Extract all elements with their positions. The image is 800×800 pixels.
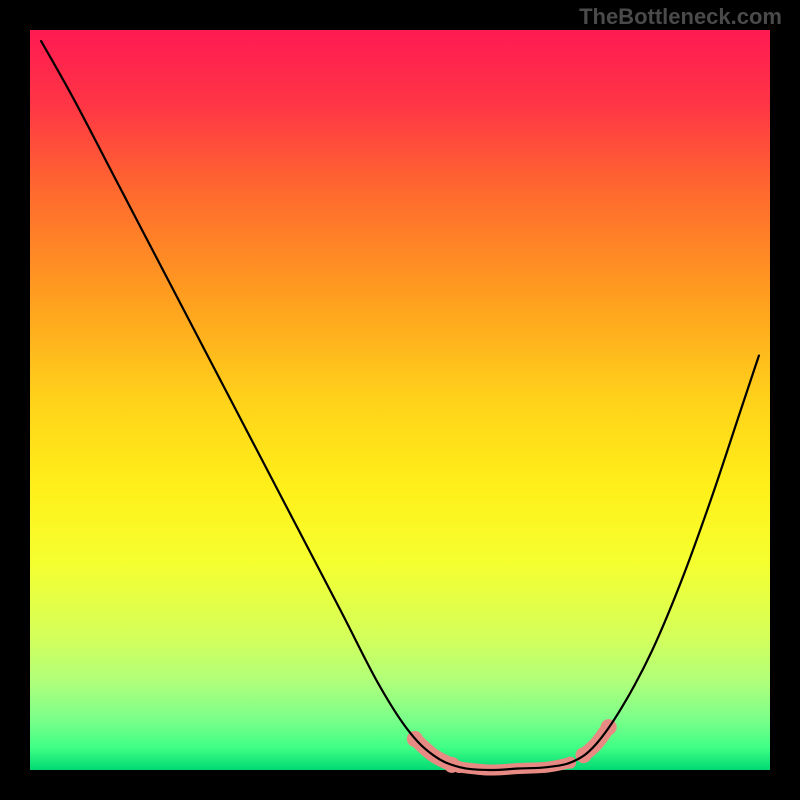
plot-background — [30, 30, 770, 770]
chart-container: TheBottleneck.com — [0, 0, 800, 800]
bottleneck-chart — [0, 0, 800, 800]
watermark-text: TheBottleneck.com — [579, 4, 782, 30]
